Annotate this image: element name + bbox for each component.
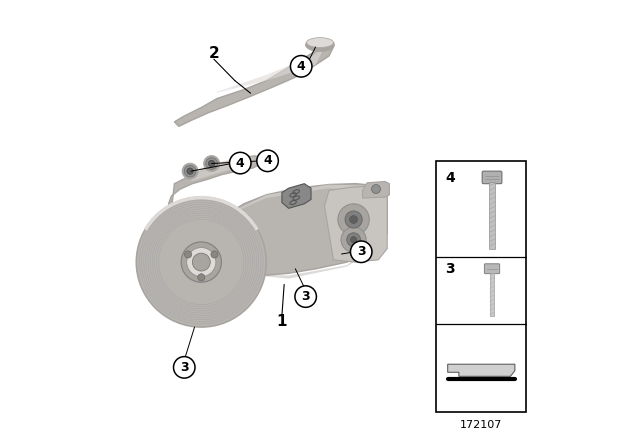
Circle shape — [349, 215, 358, 224]
Circle shape — [341, 227, 366, 252]
Circle shape — [184, 251, 191, 258]
Text: 4: 4 — [297, 60, 305, 73]
Circle shape — [198, 274, 205, 281]
Circle shape — [204, 155, 220, 172]
Circle shape — [345, 211, 362, 228]
Text: 3: 3 — [180, 361, 189, 374]
Circle shape — [371, 185, 380, 194]
Circle shape — [257, 150, 278, 172]
Ellipse shape — [181, 242, 221, 282]
Text: 1: 1 — [276, 314, 287, 329]
Polygon shape — [168, 156, 264, 211]
FancyBboxPatch shape — [490, 182, 495, 249]
Ellipse shape — [305, 38, 335, 52]
Text: 4: 4 — [236, 156, 244, 170]
Polygon shape — [324, 186, 387, 262]
FancyBboxPatch shape — [490, 273, 494, 316]
Circle shape — [295, 286, 316, 307]
Ellipse shape — [193, 253, 211, 271]
Polygon shape — [184, 157, 255, 181]
FancyBboxPatch shape — [484, 264, 500, 274]
Polygon shape — [217, 233, 387, 279]
Circle shape — [173, 357, 195, 378]
Ellipse shape — [136, 197, 266, 327]
Ellipse shape — [307, 38, 333, 47]
Polygon shape — [217, 47, 324, 93]
Circle shape — [209, 160, 215, 167]
Text: 4: 4 — [445, 171, 455, 185]
Ellipse shape — [187, 247, 216, 277]
Text: 3: 3 — [357, 245, 365, 258]
Polygon shape — [362, 181, 389, 198]
Polygon shape — [282, 184, 311, 208]
Circle shape — [291, 56, 312, 77]
Circle shape — [182, 163, 198, 179]
Polygon shape — [226, 185, 387, 216]
Circle shape — [184, 165, 196, 177]
Polygon shape — [448, 364, 515, 376]
Circle shape — [206, 158, 218, 169]
Text: 3: 3 — [445, 262, 455, 276]
Circle shape — [187, 168, 193, 174]
Circle shape — [211, 251, 218, 258]
Circle shape — [351, 241, 372, 263]
Text: 4: 4 — [263, 154, 272, 168]
Polygon shape — [215, 184, 387, 276]
Circle shape — [338, 204, 369, 235]
FancyBboxPatch shape — [482, 171, 502, 184]
Circle shape — [230, 152, 251, 174]
Text: 2: 2 — [209, 46, 219, 61]
Text: 172107: 172107 — [460, 420, 502, 430]
FancyBboxPatch shape — [436, 161, 526, 412]
Text: 3: 3 — [301, 290, 310, 303]
Polygon shape — [174, 45, 333, 126]
Circle shape — [347, 233, 360, 246]
Circle shape — [351, 237, 356, 243]
